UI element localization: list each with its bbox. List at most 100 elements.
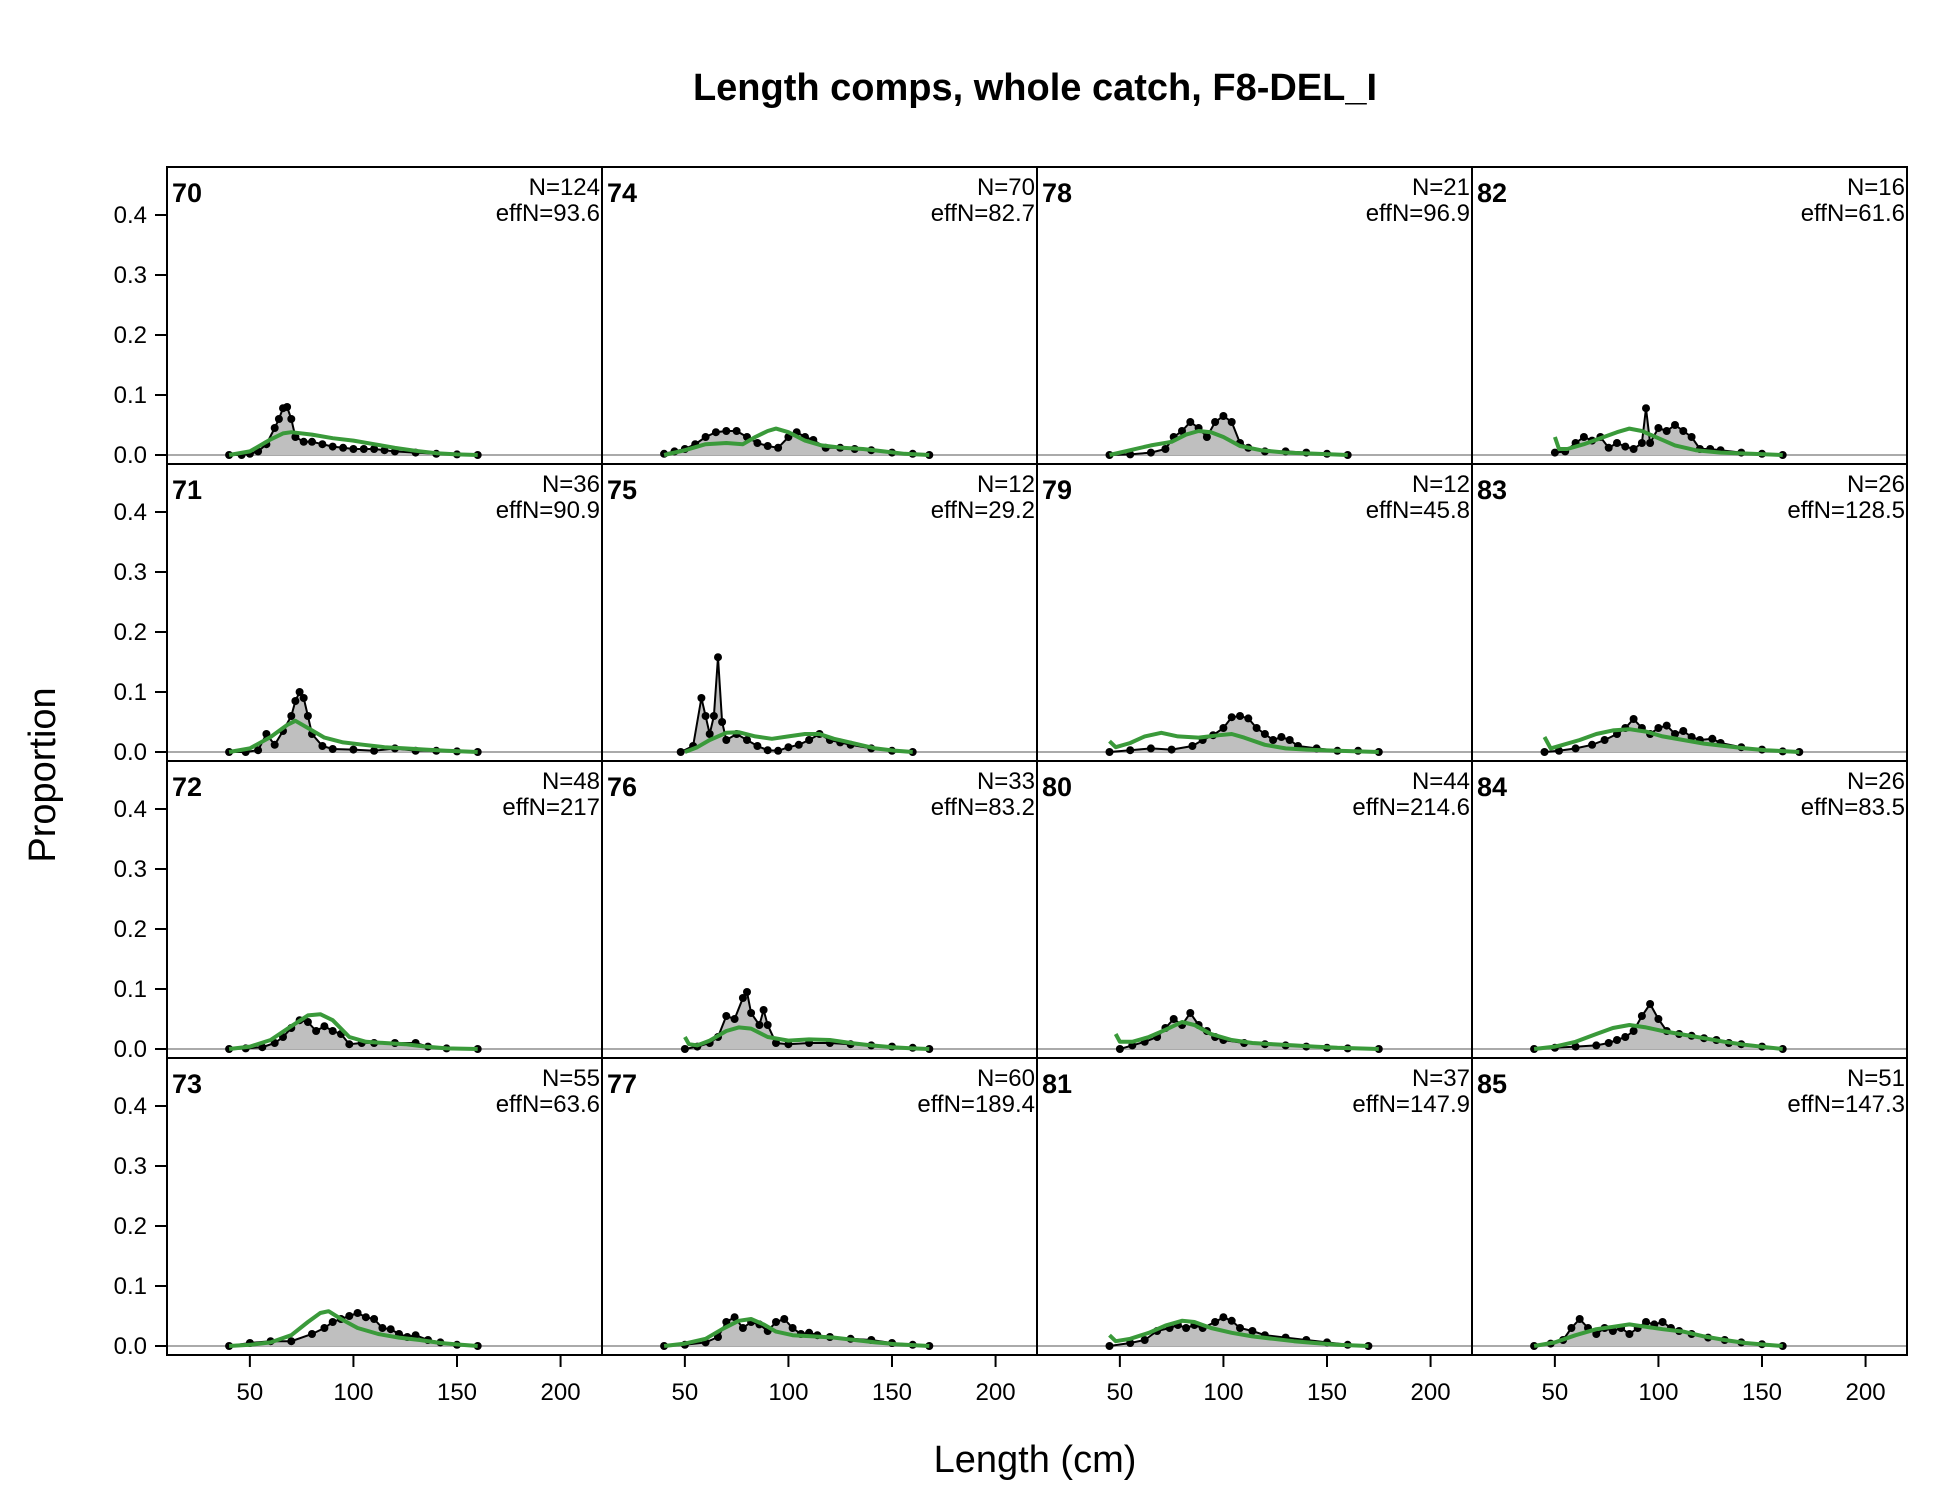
observed-point [1277, 733, 1286, 741]
panel-year-label: 70 [172, 178, 202, 208]
panel-n-label: N=70 [977, 174, 1035, 201]
observed-point [1115, 1045, 1124, 1053]
y-tick-label: 0.0 [114, 1036, 147, 1063]
observed-point [1629, 445, 1638, 453]
panel-effn-label: effN=96.9 [1366, 200, 1470, 227]
observed-point [1146, 744, 1155, 753]
observed-point [270, 740, 279, 749]
y-tick-label: 0.3 [114, 559, 147, 586]
x-tick-label: 50 [1542, 1379, 1569, 1406]
panel-year-label: 82 [1477, 178, 1507, 208]
y-tick-label: 0.2 [114, 1213, 147, 1240]
observed-point [1571, 1042, 1580, 1051]
y-tick-label: 0.1 [114, 1273, 147, 1300]
observed-point [299, 437, 308, 446]
observed-point [1252, 724, 1261, 732]
observed-point [1105, 1342, 1114, 1350]
y-tick-label: 0.2 [114, 916, 147, 943]
observed-point [1186, 418, 1195, 426]
y-tick-label: 0.0 [114, 1333, 147, 1360]
panel-year-label: 85 [1477, 1069, 1507, 1099]
observed-point [1604, 443, 1613, 452]
observed-point [1646, 439, 1655, 447]
observed-point [328, 1318, 337, 1326]
observed-point [1613, 1036, 1621, 1044]
x-tick-label: 100 [1203, 1379, 1243, 1406]
observed-area [1109, 716, 1379, 752]
x-tick-label: 100 [1638, 1379, 1678, 1406]
observed-point [743, 988, 751, 996]
observed-point [345, 1040, 354, 1049]
observed-point [701, 433, 710, 441]
panel-year-label: 81 [1042, 1069, 1072, 1099]
observed-point [1126, 746, 1135, 755]
observed-point [718, 718, 727, 726]
observed-point [318, 742, 327, 750]
observed-point [784, 743, 793, 752]
observed-point [320, 1324, 329, 1332]
x-tick-label: 150 [437, 1379, 477, 1406]
panel-year-label: 74 [607, 178, 637, 208]
observed-point [1637, 1012, 1646, 1020]
panel-n-label: N=60 [977, 1065, 1035, 1092]
panel-effn-label: effN=189.4 [917, 1091, 1035, 1118]
panel-n-label: N=16 [1847, 174, 1905, 201]
x-axis: 50 100 150 200 50 100 150 200 50 100 150 200 50 100 15… [237, 1355, 1886, 1406]
observed-point [1260, 730, 1269, 738]
observed-point [697, 694, 706, 702]
y-tick-label: 0.4 [114, 499, 147, 526]
observed-point [1236, 712, 1244, 720]
panel-year-label: 72 [172, 772, 202, 802]
observed-point [386, 1325, 395, 1334]
panel-effn-label: effN=214.6 [1352, 794, 1470, 821]
x-tick-label: 200 [976, 1379, 1016, 1406]
observed-point [1642, 1318, 1650, 1326]
panel-n-label: N=44 [1412, 768, 1470, 795]
observed-area [229, 1020, 478, 1049]
observed-area [664, 431, 930, 455]
observed-point [701, 712, 710, 720]
y-tick-label: 0.2 [114, 322, 147, 349]
panel-year-label: 77 [607, 1069, 637, 1099]
observed-point [1555, 746, 1563, 755]
observed-point [303, 712, 312, 720]
observed-point [1269, 736, 1278, 744]
observed-area [1534, 1319, 1783, 1346]
y-tick-label: 0.4 [114, 1093, 147, 1120]
x-tick-label: 150 [1742, 1379, 1782, 1406]
panel-effn-label: effN=217 [502, 794, 600, 821]
observed-point [328, 1027, 337, 1035]
observed-point [1244, 714, 1253, 723]
panel-n-label: N=51 [1847, 1065, 1905, 1092]
observed-point [1592, 1330, 1601, 1338]
panel-effn-label: effN=61.6 [1801, 200, 1905, 227]
panel-effn-label: effN=147.9 [1352, 1091, 1470, 1118]
expected-line [228, 430, 478, 457]
observed-point [788, 1324, 797, 1332]
observed-point [1679, 427, 1688, 435]
observed-point [370, 1315, 379, 1323]
observed-point [287, 1337, 296, 1346]
observed-point [763, 442, 772, 450]
panel-border [1471, 1057, 1908, 1356]
panel-n-label: N=36 [542, 471, 600, 498]
observed-point [714, 653, 722, 662]
observed-point [1646, 1000, 1655, 1008]
panel-effn-label: effN=147.3 [1787, 1091, 1905, 1118]
observed-point [274, 415, 283, 423]
observed-point [349, 745, 358, 754]
observed-point [1219, 412, 1228, 420]
observed-point [299, 694, 308, 702]
observed-point [1679, 727, 1688, 735]
observed-point [1186, 1009, 1195, 1017]
expected-line [1113, 1020, 1379, 1051]
observed-point [287, 712, 296, 720]
observed-point [722, 1012, 731, 1020]
observed-point [328, 442, 337, 451]
observed-point [755, 1021, 764, 1029]
